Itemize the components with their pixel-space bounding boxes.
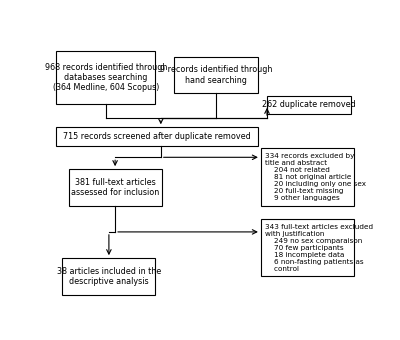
FancyBboxPatch shape <box>56 127 258 146</box>
Text: 38 articles included in the
descriptive analysis: 38 articles included in the descriptive … <box>57 267 161 286</box>
Text: 715 records screened after duplicate removed: 715 records screened after duplicate rem… <box>63 132 251 141</box>
FancyBboxPatch shape <box>62 258 155 295</box>
FancyBboxPatch shape <box>261 148 354 206</box>
Text: 381 full-text articles
assessed for inclusion: 381 full-text articles assessed for incl… <box>71 178 159 197</box>
Text: 9 records identified through
hand searching: 9 records identified through hand search… <box>160 65 272 85</box>
Text: 968 records identified through
databases searching
(364 Medline, 604 Scopus): 968 records identified through databases… <box>45 63 167 92</box>
FancyBboxPatch shape <box>174 56 258 93</box>
Text: 262 duplicate removed: 262 duplicate removed <box>262 100 356 109</box>
FancyBboxPatch shape <box>69 169 162 206</box>
Text: 334 records excluded by
title and abstract
    204 not related
    81 not origin: 334 records excluded by title and abstra… <box>266 153 366 201</box>
FancyBboxPatch shape <box>261 219 354 276</box>
Text: 343 full-text articles excluded
with justification
    249 no sex comparaison
  : 343 full-text articles excluded with jus… <box>266 224 374 272</box>
FancyBboxPatch shape <box>56 51 155 104</box>
FancyBboxPatch shape <box>267 96 351 114</box>
